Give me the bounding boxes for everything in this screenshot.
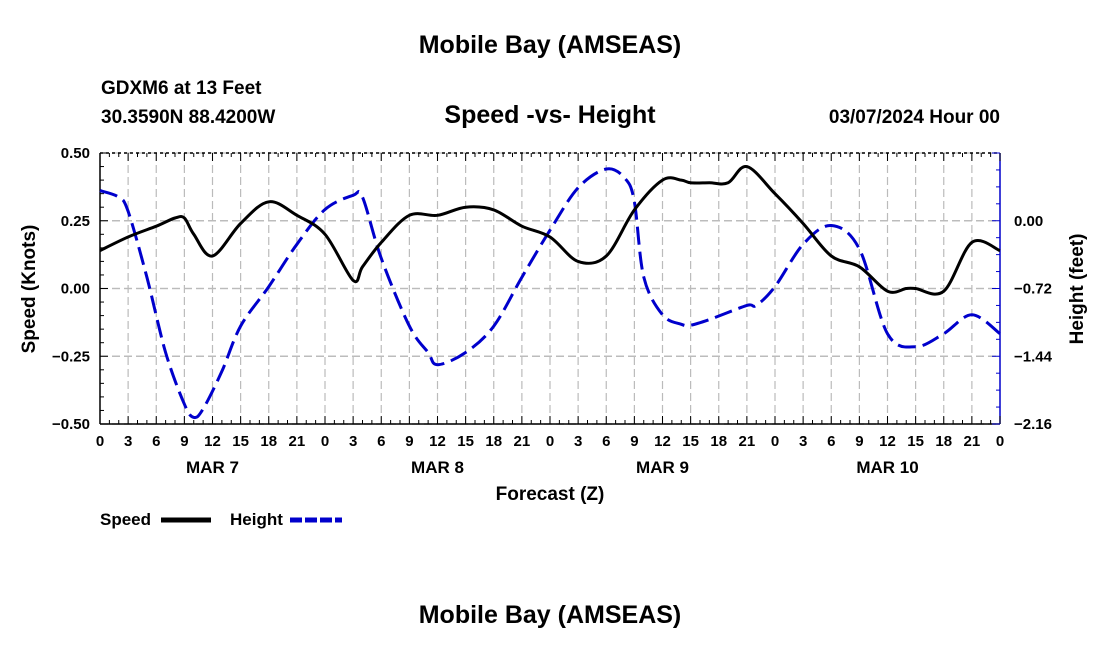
- x-tick-label: 18: [485, 433, 502, 450]
- x-tick-label: 6: [377, 433, 385, 450]
- x-tick-label: 12: [204, 433, 221, 450]
- x-tick-label: 6: [602, 433, 610, 450]
- y-right-tick-label: −2.16: [1014, 416, 1052, 433]
- x-tick-label: 18: [710, 433, 727, 450]
- series-layer: [99, 165, 1001, 420]
- x-tick-label: 12: [879, 433, 896, 450]
- x-tick-label: 18: [260, 433, 277, 450]
- y-axis-left-title: Speed (Knots): [19, 225, 40, 354]
- y-left-tick-label: 0.50: [61, 145, 90, 162]
- height-series-line: [99, 167, 1001, 420]
- legend: Speed Height: [100, 510, 342, 529]
- forecast-datetime: 03/07/2024 Hour 00: [828, 107, 1000, 128]
- date-label: MAR 9: [636, 458, 689, 477]
- legend-speed-label: Speed: [100, 510, 151, 529]
- footer-title: Mobile Bay (AMSEAS): [418, 601, 682, 629]
- axes: 0 3 6 9 12 15 18 21 0 3 6 9 12 15 18 21 0 3 6 9 12 15 18 21 0 3 6 9…: [52, 145, 1053, 477]
- y-left-tick-label: 0.25: [61, 213, 90, 230]
- x-tick-label: 0: [321, 433, 329, 450]
- x-tick-label: 21: [289, 433, 306, 450]
- x-tick-label: 9: [630, 433, 638, 450]
- x-tick-label: 15: [232, 433, 249, 450]
- speed-series-line: [99, 165, 1001, 296]
- date-label: MAR 7: [186, 458, 239, 477]
- x-tick-label: 0: [996, 433, 1004, 450]
- x-tick-label: 12: [654, 433, 671, 450]
- station-label: GDXM6 at 13 Feet: [101, 78, 262, 99]
- coordinates-label: 30.3590N 88.4200W: [101, 107, 276, 128]
- x-tick-label: 15: [907, 433, 924, 450]
- x-tick-label: 12: [429, 433, 446, 450]
- x-tick-label: 0: [546, 433, 554, 450]
- x-tick-label: 3: [574, 433, 582, 450]
- x-tick-label: 21: [739, 433, 756, 450]
- x-tick-label: 21: [964, 433, 981, 450]
- y-axis-right-title: Height (feet): [1067, 234, 1088, 345]
- grid-lines: [100, 152, 1000, 425]
- x-tick-label: 3: [124, 433, 132, 450]
- x-tick-label: 21: [514, 433, 531, 450]
- chart-title: Mobile Bay (AMSEAS): [418, 31, 682, 59]
- y-right-tick-label: 0.00: [1014, 213, 1043, 230]
- x-axis-title: Forecast (Z): [496, 484, 605, 505]
- x-tick-label: 0: [96, 433, 104, 450]
- x-tick-label: 0: [771, 433, 779, 450]
- x-tick-label: 6: [827, 433, 835, 450]
- date-label: MAR 8: [411, 458, 464, 477]
- x-tick-label: 18: [935, 433, 952, 450]
- chart-subtitle: Speed -vs- Height: [444, 101, 656, 129]
- x-tick-label: 15: [457, 433, 474, 450]
- x-tick-label: 9: [855, 433, 863, 450]
- y-right-tick-label: −1.44: [1014, 348, 1053, 365]
- x-tick-label: 15: [682, 433, 699, 450]
- y-left-tick-label: 0.00: [61, 281, 90, 298]
- legend-height-label: Height: [230, 510, 283, 529]
- y-left-tick-label: −0.25: [52, 348, 90, 365]
- y-right-tick-label: −0.72: [1014, 281, 1052, 298]
- x-tick-label: 6: [152, 433, 160, 450]
- x-tick-label: 3: [799, 433, 807, 450]
- axis-labels: Forecast (Z) Speed (Knots) Height (feet): [19, 225, 1088, 505]
- x-tick-label: 9: [180, 433, 188, 450]
- y-left-tick-label: −0.50: [52, 416, 90, 433]
- x-tick-label: 9: [405, 433, 413, 450]
- date-label: MAR 10: [856, 458, 918, 477]
- x-tick-label: 3: [349, 433, 357, 450]
